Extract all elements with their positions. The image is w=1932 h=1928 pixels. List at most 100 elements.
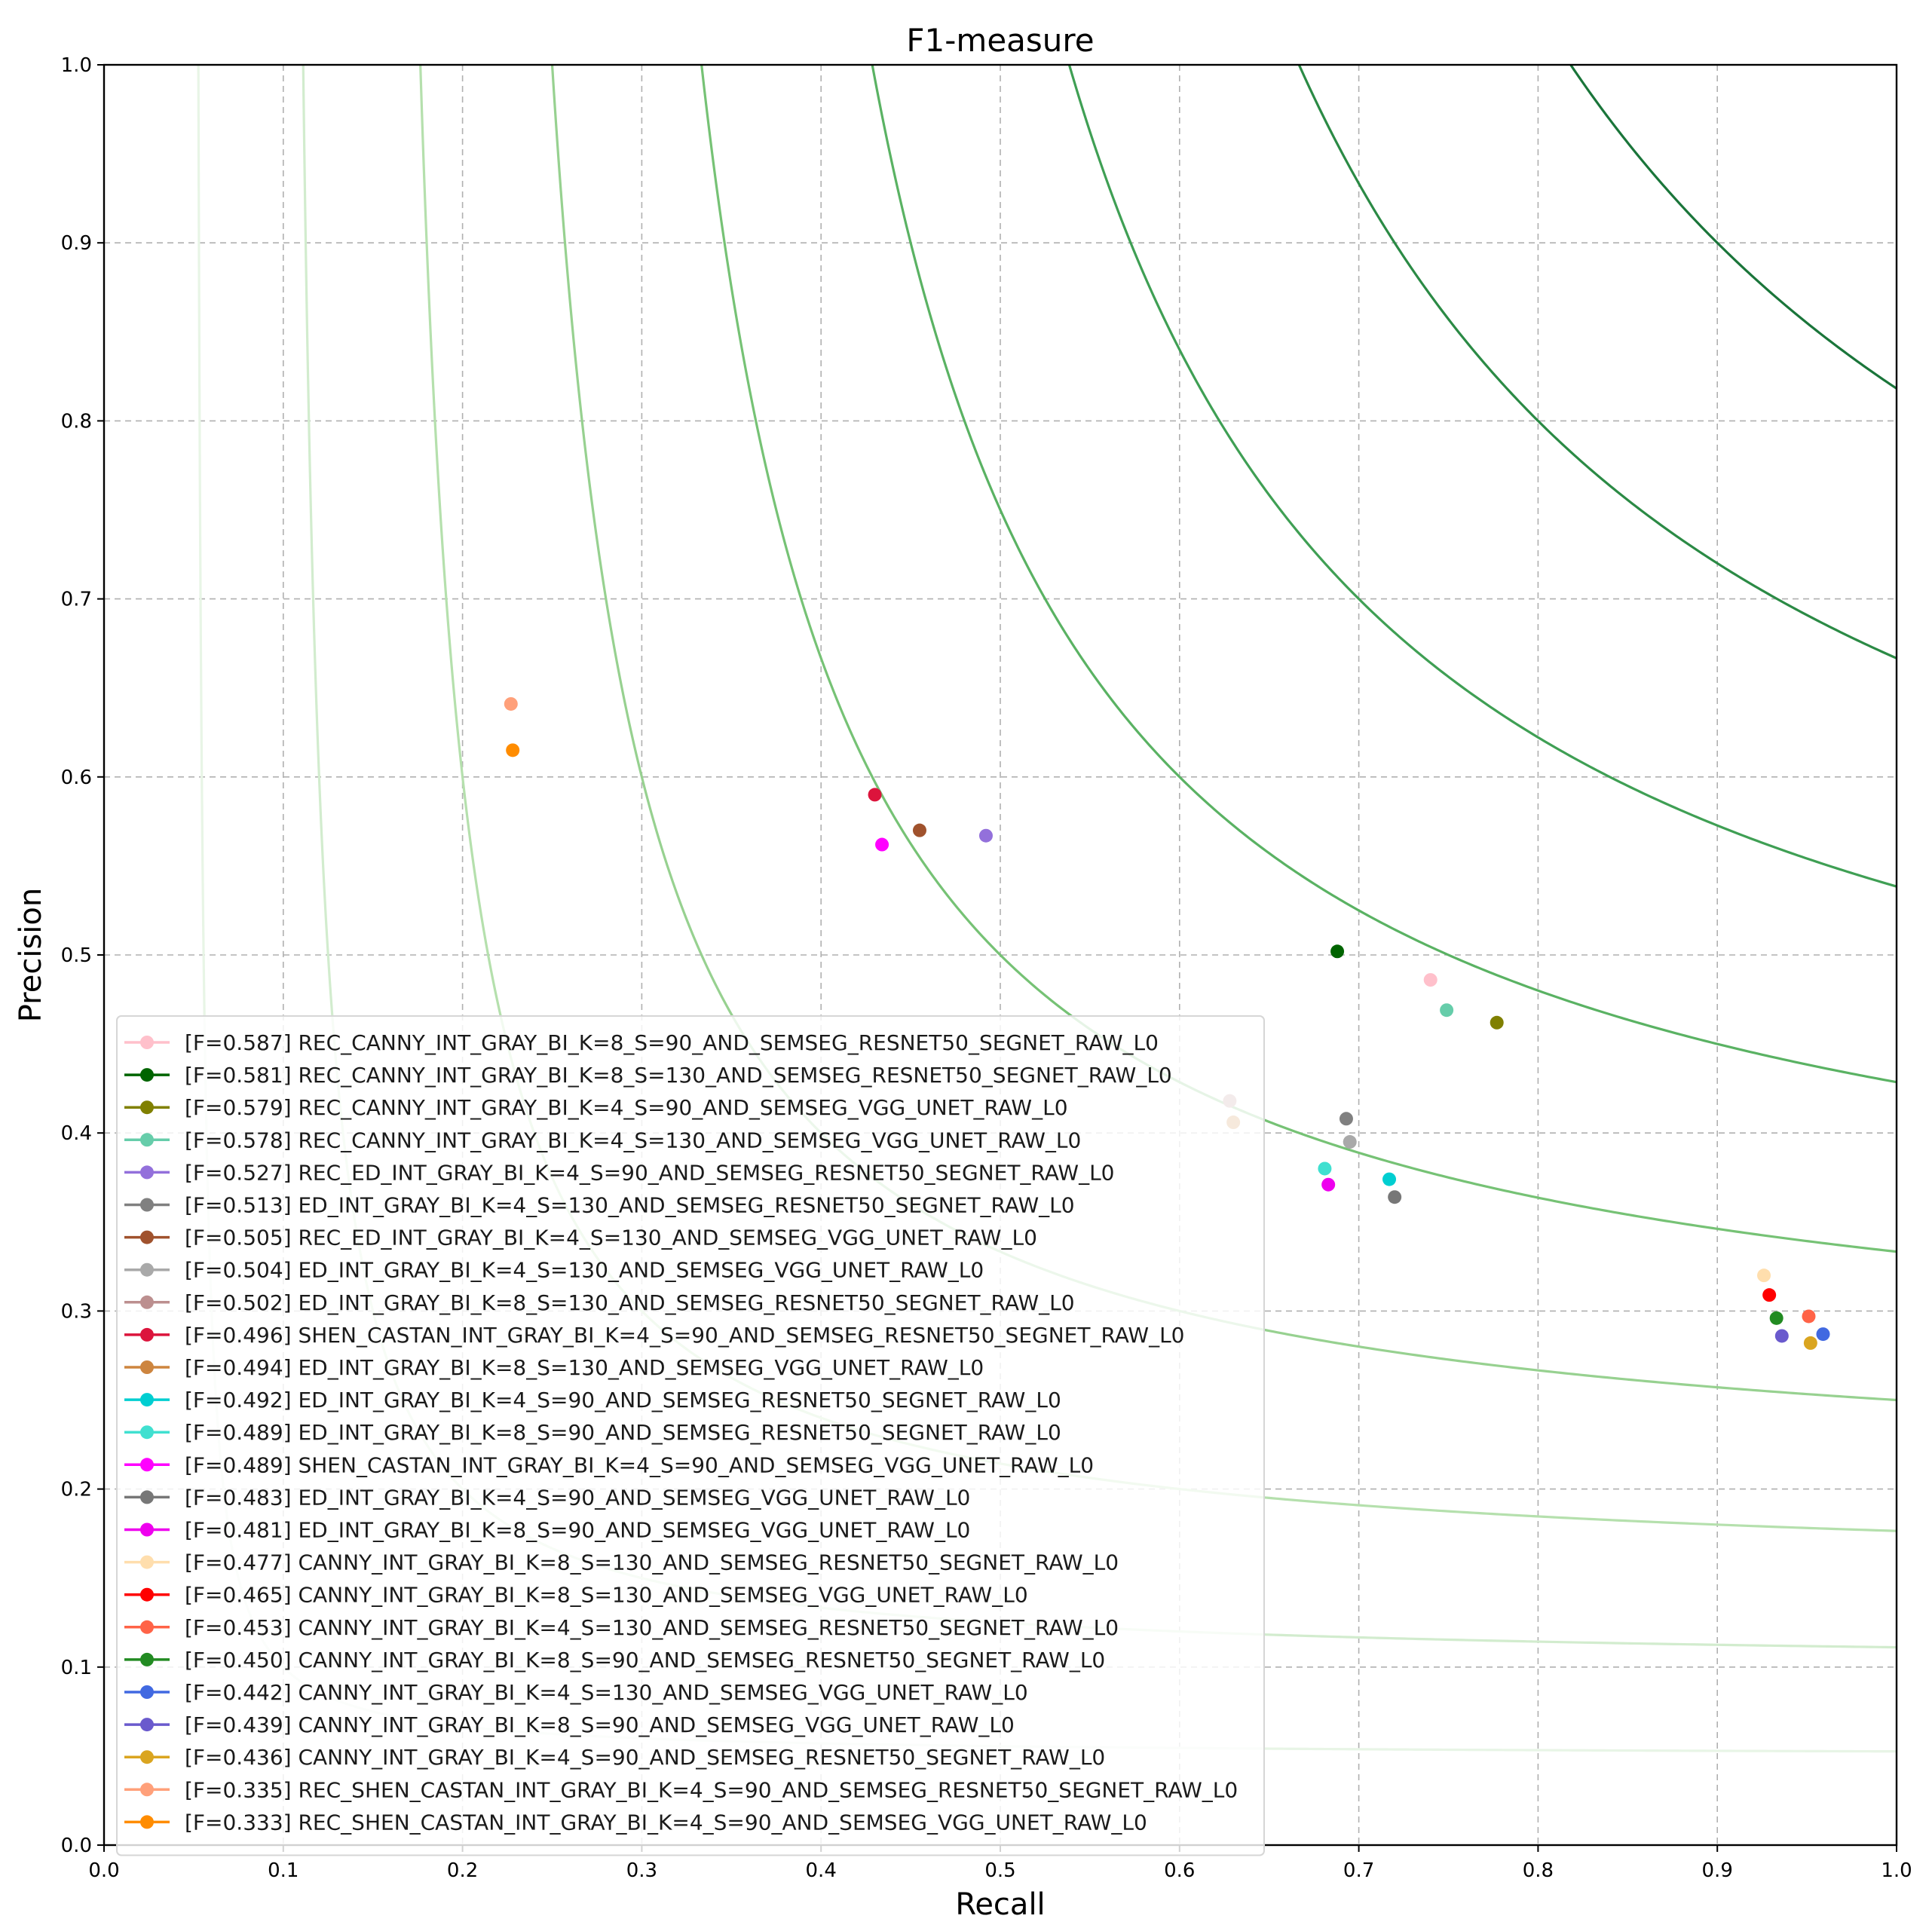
- legend-marker: [140, 1198, 154, 1212]
- legend-label: [F=0.489] SHEN_CASTAN_INT_GRAY_BI_K=4_S=…: [185, 1452, 1094, 1477]
- legend-entry: [F=0.505] REC_ED_INT_GRAY_BI_K=4_S=130_A…: [124, 1226, 1037, 1250]
- data-point: [506, 743, 520, 757]
- y-tick-label: 0.4: [61, 1122, 92, 1145]
- data-point: [1816, 1327, 1830, 1342]
- data-point: [912, 823, 926, 837]
- legend-marker: [140, 1555, 154, 1569]
- legend-marker: [140, 1036, 154, 1049]
- legend-label: [F=0.502] ED_INT_GRAY_BI_K=8_S=130_AND_S…: [185, 1290, 1075, 1315]
- x-tick-label: 0.8: [1523, 1859, 1554, 1882]
- legend-marker: [140, 1718, 154, 1732]
- legend-label: [F=0.578] REC_CANNY_INT_GRAY_BI_K=4_S=13…: [185, 1128, 1081, 1152]
- legend-label: [F=0.494] ED_INT_GRAY_BI_K=8_S=130_AND_S…: [185, 1355, 984, 1380]
- legend-marker: [140, 1815, 154, 1829]
- x-tick-label: 0.0: [88, 1859, 119, 1882]
- legend-marker: [140, 1685, 154, 1699]
- data-point: [1490, 1015, 1504, 1030]
- y-tick-label: 0.0: [61, 1835, 92, 1857]
- data-point: [1388, 1190, 1402, 1204]
- y-tick-label: 1.0: [61, 54, 92, 77]
- legend-marker: [140, 1783, 154, 1797]
- iso-f1-curve: [1067, 65, 1897, 888]
- legend-label: [F=0.442] CANNY_INT_GRAY_BI_K=4_S=130_AN…: [185, 1680, 1028, 1705]
- legend-entry: [F=0.578] REC_CANNY_INT_GRAY_BI_K=4_S=13…: [124, 1128, 1081, 1152]
- x-tick-label: 0.4: [806, 1859, 837, 1882]
- legend-entry: [F=0.481] ED_INT_GRAY_BI_K=8_S=90_AND_SE…: [124, 1518, 970, 1543]
- data-point: [1774, 1329, 1789, 1343]
- data-point: [1321, 1177, 1336, 1192]
- legend-marker: [140, 1620, 154, 1634]
- legend-entry: [F=0.465] CANNY_INT_GRAY_BI_K=8_S=130_AN…: [124, 1583, 1028, 1608]
- y-axis-label: Precision: [14, 888, 48, 1022]
- legend-box: [116, 1015, 1265, 1856]
- legend-marker: [140, 1230, 154, 1244]
- legend-label: [F=0.333] REC_SHEN_CASTAN_INT_GRAY_BI_K=…: [185, 1810, 1147, 1835]
- y-tick-label: 0.2: [61, 1479, 92, 1501]
- x-tick-label: 0.1: [268, 1859, 299, 1882]
- y-tick-label: 0.1: [61, 1657, 92, 1679]
- data-point: [875, 837, 889, 852]
- x-tick-label: 0.6: [1164, 1859, 1195, 1882]
- iso-f1-curve: [871, 65, 1897, 1084]
- x-tick-label: 0.7: [1343, 1859, 1374, 1882]
- data-point: [1757, 1269, 1771, 1283]
- data-point: [1330, 944, 1345, 959]
- data-point: [978, 828, 993, 843]
- legend-label: [F=0.513] ED_INT_GRAY_BI_K=4_S=130_AND_S…: [185, 1193, 1075, 1218]
- legend-label: [F=0.436] CANNY_INT_GRAY_BI_K=4_S=90_AND…: [185, 1745, 1105, 1770]
- legend-marker: [140, 1425, 154, 1440]
- legend-entry: [F=0.335] REC_SHEN_CASTAN_INT_GRAY_BI_K=…: [124, 1777, 1238, 1802]
- data-point: [1382, 1172, 1397, 1186]
- y-tick-label: 0.8: [61, 410, 92, 433]
- legend-marker: [140, 1327, 154, 1342]
- data-point: [1339, 1112, 1353, 1126]
- legend-label: [F=0.453] CANNY_INT_GRAY_BI_K=4_S=130_AN…: [185, 1615, 1119, 1640]
- legend-label: [F=0.496] SHEN_CASTAN_INT_GRAY_BI_K=4_S=…: [185, 1323, 1185, 1348]
- data-point: [868, 788, 882, 802]
- legend-marker: [140, 1295, 154, 1309]
- y-tick-label: 0.3: [61, 1300, 92, 1323]
- legend-entry: [F=0.492] ED_INT_GRAY_BI_K=4_S=90_AND_SE…: [124, 1388, 1061, 1412]
- legend-marker: [140, 1750, 154, 1764]
- legend-entry: [F=0.581] REC_CANNY_INT_GRAY_BI_K=8_S=13…: [124, 1063, 1172, 1088]
- legend-marker: [140, 1068, 154, 1082]
- data-point: [1762, 1288, 1777, 1302]
- legend-marker: [140, 1133, 154, 1147]
- legend-label: [F=0.505] REC_ED_INT_GRAY_BI_K=4_S=130_A…: [185, 1226, 1037, 1250]
- legend-marker: [140, 1652, 154, 1666]
- legend-label: [F=0.504] ED_INT_GRAY_BI_K=4_S=130_AND_S…: [185, 1258, 984, 1283]
- legend-marker: [140, 1458, 154, 1472]
- y-tick-label: 0.7: [61, 589, 92, 611]
- legend-label: [F=0.465] CANNY_INT_GRAY_BI_K=8_S=130_AN…: [185, 1583, 1028, 1608]
- legend-label: [F=0.481] ED_INT_GRAY_BI_K=8_S=90_AND_SE…: [185, 1518, 970, 1543]
- legend: [F=0.587] REC_CANNY_INT_GRAY_BI_K=8_S=90…: [116, 1015, 1265, 1856]
- legend-entry: [F=0.489] SHEN_CASTAN_INT_GRAY_BI_K=4_S=…: [124, 1452, 1094, 1477]
- y-tick-label: 0.9: [61, 232, 92, 255]
- legend-label: [F=0.439] CANNY_INT_GRAY_BI_K=8_S=90_AND…: [185, 1712, 1015, 1737]
- legend-label: [F=0.477] CANNY_INT_GRAY_BI_K=8_S=130_AN…: [185, 1550, 1119, 1575]
- legend-label: [F=0.489] ED_INT_GRAY_BI_K=8_S=90_AND_SE…: [185, 1420, 1061, 1445]
- legend-entry: [F=0.496] SHEN_CASTAN_INT_GRAY_BI_K=4_S=…: [124, 1323, 1185, 1348]
- legend-entry: [F=0.477] CANNY_INT_GRAY_BI_K=8_S=130_AN…: [124, 1550, 1119, 1575]
- data-point: [504, 696, 518, 711]
- legend-marker: [140, 1165, 154, 1180]
- legend-marker: [140, 1490, 154, 1504]
- iso-f1-curve: [1569, 65, 1897, 390]
- data-point: [1769, 1311, 1784, 1325]
- legend-label: [F=0.483] ED_INT_GRAY_BI_K=4_S=90_AND_SE…: [185, 1485, 970, 1510]
- legend-label: [F=0.450] CANNY_INT_GRAY_BI_K=8_S=90_AND…: [185, 1648, 1105, 1672]
- legend-label: [F=0.587] REC_CANNY_INT_GRAY_BI_K=8_S=90…: [185, 1030, 1159, 1055]
- iso-f1-curve: [1297, 65, 1897, 659]
- legend-marker: [140, 1100, 154, 1115]
- legend-marker: [140, 1523, 154, 1537]
- x-tick-label: 0.3: [626, 1859, 657, 1882]
- legend-label: [F=0.579] REC_CANNY_INT_GRAY_BI_K=4_S=90…: [185, 1095, 1068, 1120]
- legend-label: [F=0.492] ED_INT_GRAY_BI_K=4_S=90_AND_SE…: [185, 1388, 1061, 1412]
- y-tick-label: 0.6: [61, 767, 92, 789]
- data-point: [1318, 1161, 1332, 1176]
- legend-marker: [140, 1262, 154, 1277]
- data-point: [1343, 1135, 1357, 1149]
- legend-entry: [F=0.453] CANNY_INT_GRAY_BI_K=4_S=130_AN…: [124, 1615, 1119, 1640]
- legend-entry: [F=0.333] REC_SHEN_CASTAN_INT_GRAY_BI_K=…: [124, 1810, 1147, 1835]
